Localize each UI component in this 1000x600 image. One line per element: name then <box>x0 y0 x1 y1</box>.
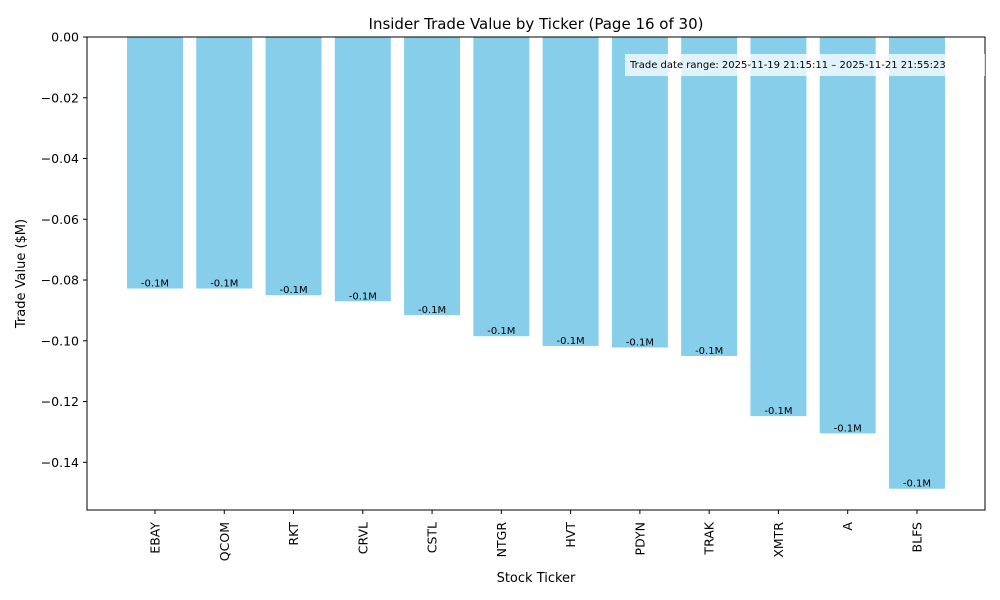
bar-a <box>819 37 876 434</box>
bar-value-label: -0.1M <box>695 346 723 357</box>
bar-ntgr <box>473 37 530 337</box>
x-tick-label: HVT <box>563 522 578 548</box>
x-tick-label: NTGR <box>494 522 509 558</box>
bars-group <box>127 37 945 489</box>
bar-value-label: -0.1M <box>487 326 515 337</box>
y-axis-label: Trade Value ($M) <box>14 219 29 329</box>
x-tick-label: RKT <box>286 522 301 546</box>
bar-value-label: -0.1M <box>834 423 862 434</box>
x-tick-label: CSTL <box>425 522 440 553</box>
x-tick-label: TRAK <box>702 521 717 555</box>
y-tick-label: −0.04 <box>41 151 79 166</box>
x-tick-label: BLFS <box>909 522 924 553</box>
bar-value-label: -0.1M <box>626 337 654 348</box>
y-tick-label: −0.12 <box>41 394 79 409</box>
bar-pdyn <box>611 37 668 348</box>
bar-value-label: -0.1M <box>141 279 169 290</box>
x-tick-label: QCOM <box>217 522 232 561</box>
bar-crvl <box>334 37 391 302</box>
bar-value-label: -0.1M <box>349 291 377 302</box>
x-tick-label: XMTR <box>771 522 786 558</box>
bar-value-label: -0.1M <box>557 336 585 347</box>
x-axis: EBAY QCOM RKT CRVL CSTL NTGR HVT PDYN TRAK XMTR A B… <box>148 510 924 561</box>
bar-value-label: -0.1M <box>418 305 446 316</box>
bar-value-label: -0.1M <box>210 279 238 290</box>
annotation-text: Trade date range: 2025-11-19 21:15:11 – … <box>629 60 946 71</box>
x-tick-label: PDYN <box>632 522 647 555</box>
y-tick-label: −0.10 <box>41 333 79 348</box>
bar-labels-group: -0.1M -0.1M -0.1M -0.1M -0.1M -0.1M -0.1M -0.1M… <box>141 279 931 490</box>
y-tick-label: −0.08 <box>41 273 79 288</box>
x-tick-label: CRVL <box>355 522 370 554</box>
bar-cstl <box>404 37 461 315</box>
x-axis-label: Stock Ticker <box>497 571 576 586</box>
y-tick-label: −0.02 <box>41 90 79 105</box>
y-tick-label: −0.14 <box>41 455 79 470</box>
bar-hvt <box>542 37 599 346</box>
bar-blfs <box>888 37 945 489</box>
x-tick-label: A <box>840 522 855 531</box>
bar-value-label: -0.1M <box>903 479 931 490</box>
bar-qcom <box>196 37 253 289</box>
bar-value-label: -0.1M <box>764 406 792 417</box>
annotation-box: Trade date range: 2025-11-19 21:15:11 – … <box>625 54 985 76</box>
bar-value-label: -0.1M <box>279 285 307 296</box>
y-tick-label: 0.00 <box>51 30 79 45</box>
y-tick-label: −0.06 <box>41 212 79 227</box>
bar-ebay <box>127 37 183 289</box>
x-tick-label: EBAY <box>148 522 163 554</box>
bar-trak <box>681 37 738 356</box>
plot-frame <box>86 36 986 511</box>
bar-rkt <box>265 37 322 296</box>
y-axis: 0.00 −0.02 −0.04 −0.06 −0.08 −0.10 −0.12 −0.14 <box>41 30 87 470</box>
chart-title: Insider Trade Value by Ticker (Page 16 o… <box>369 15 704 33</box>
bar-xmtr <box>750 37 807 417</box>
